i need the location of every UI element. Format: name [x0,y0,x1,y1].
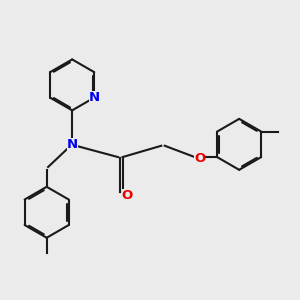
Text: O: O [122,189,133,202]
Text: O: O [194,152,205,165]
Text: N: N [89,91,100,104]
Text: N: N [67,138,78,151]
